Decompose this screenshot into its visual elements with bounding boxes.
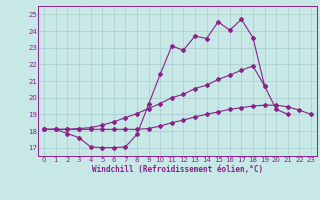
X-axis label: Windchill (Refroidissement éolien,°C): Windchill (Refroidissement éolien,°C) xyxy=(92,165,263,174)
